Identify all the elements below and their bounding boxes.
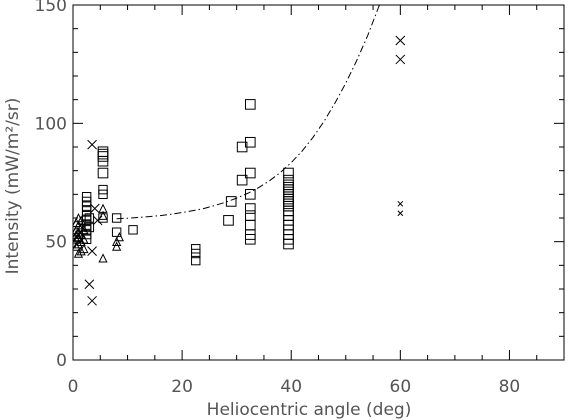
triangle-point: [98, 210, 108, 220]
cross-point-b: [395, 54, 406, 65]
square-point: [111, 213, 122, 223]
square-point: [245, 189, 256, 200]
cross-point-b: [87, 295, 97, 306]
plot-root: 0 20 40 60 80 0 50 100 150: [35, 0, 565, 397]
square-point: [223, 215, 234, 226]
cross-point-b: [89, 203, 100, 214]
triangle-point: [73, 232, 84, 242]
square-point: [245, 167, 256, 179]
triangle-point: [76, 215, 86, 225]
x-axis-label: Heliocentric angle (deg): [207, 400, 412, 420]
square-point: [98, 184, 108, 195]
square-point: [191, 255, 201, 266]
triangle-point: [114, 232, 124, 242]
x-tick-label: 60: [390, 377, 412, 397]
square-point: [81, 196, 92, 207]
y-tick-label: 50: [45, 233, 67, 253]
triangle-point: [76, 229, 86, 239]
square-point: [245, 136, 256, 148]
square-point: [81, 201, 92, 211]
square-point: [81, 210, 92, 221]
square-point: [191, 248, 201, 259]
square-point: [81, 206, 92, 216]
square-point: [81, 220, 92, 230]
square-point: [84, 222, 95, 233]
triangle-point: [73, 248, 84, 258]
cross-point-b: [87, 139, 97, 150]
square-point: [97, 167, 109, 179]
square-point: [245, 234, 256, 245]
square-point: [81, 215, 92, 226]
triangle-point: [112, 241, 122, 251]
square-point: [225, 196, 237, 207]
square-point: [245, 203, 256, 214]
square-point: [84, 213, 95, 223]
triangle-point: [79, 243, 89, 254]
square-point: [81, 192, 92, 202]
triangle-point: [76, 236, 86, 246]
square-point: [81, 234, 92, 245]
square-point: [283, 167, 294, 179]
cross-point-b: [397, 200, 404, 207]
x-tick-label: 20: [171, 377, 193, 397]
x-tick-label: 40: [280, 377, 302, 397]
square-point: [98, 189, 108, 200]
y-axis-label: Intensity (mW/m²/sr): [3, 98, 23, 275]
cross-point-b: [397, 210, 404, 217]
x-tick-label: 80: [499, 377, 521, 397]
data-marks: [73, 35, 406, 306]
square-point: [81, 229, 92, 240]
square-point: [97, 155, 109, 167]
y-tick-label: 150: [35, 0, 67, 16]
triangle-point: [98, 253, 108, 263]
square-point: [236, 174, 248, 186]
square-point: [245, 99, 256, 110]
triangle-point: [76, 246, 86, 256]
triangle-point: [112, 236, 122, 246]
triangle-point: [73, 239, 84, 249]
y-tick-label: 0: [56, 351, 67, 371]
cross-point-b: [395, 35, 406, 46]
triangle-point: [73, 234, 81, 244]
square-point: [191, 244, 201, 254]
cross-point-b: [87, 246, 97, 256]
square-point: [128, 225, 138, 235]
cross-point-b: [92, 215, 103, 226]
square-point: [111, 227, 122, 237]
cross-point-b: [84, 279, 95, 290]
triangle-point: [73, 241, 81, 251]
square-point: [283, 238, 294, 250]
y-tick-label: 100: [35, 114, 67, 134]
triangle-point: [98, 203, 108, 213]
square-point: [98, 213, 108, 223]
fit-curve: [116, 5, 380, 220]
square-point: [81, 225, 92, 235]
x-tick-label: 0: [68, 377, 79, 397]
